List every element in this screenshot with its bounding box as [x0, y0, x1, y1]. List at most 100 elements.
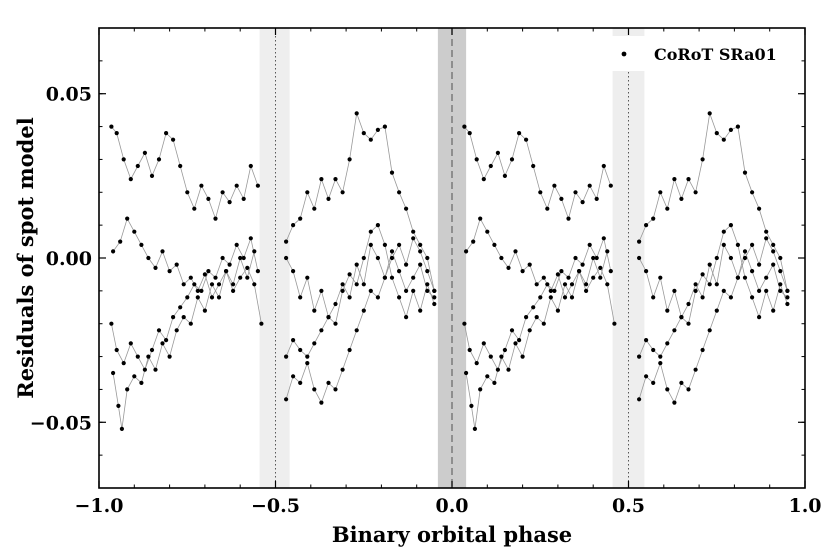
- x-tick-label: 1.0: [788, 495, 821, 517]
- data-point: [651, 380, 656, 385]
- data-point: [594, 255, 599, 261]
- series-segment-line: [285, 113, 435, 291]
- data-point: [584, 288, 589, 293]
- data-point: [524, 315, 529, 320]
- data-point: [658, 354, 663, 359]
- data-point: [591, 275, 596, 280]
- data-point: [397, 295, 402, 300]
- data-point: [707, 262, 712, 267]
- data-point: [340, 288, 345, 293]
- data-point: [464, 249, 469, 254]
- data-point: [109, 321, 114, 326]
- data-point: [347, 157, 352, 162]
- data-point: [312, 206, 317, 211]
- data-point: [785, 288, 790, 293]
- data-point: [298, 216, 303, 221]
- data-point: [750, 190, 755, 195]
- data-point: [111, 370, 116, 376]
- data-point: [566, 216, 571, 221]
- data-point: [425, 255, 430, 261]
- x-tick-label: −1.0: [75, 495, 124, 517]
- data-point: [548, 288, 553, 293]
- data-point: [513, 341, 518, 346]
- data-point: [397, 242, 402, 247]
- data-point: [164, 131, 169, 136]
- data-point: [658, 361, 663, 366]
- y-tick-label: 0.05: [46, 84, 92, 106]
- data-point: [418, 249, 423, 254]
- data-point: [199, 288, 204, 293]
- data-point: [502, 347, 507, 353]
- data-point: [241, 255, 246, 261]
- data-point: [517, 338, 522, 343]
- series-segment-line: [464, 126, 612, 220]
- data-point: [146, 255, 151, 261]
- data-point: [116, 403, 121, 408]
- data-point: [248, 163, 253, 169]
- data-point: [651, 347, 656, 353]
- data-point: [238, 255, 243, 261]
- data-point: [707, 328, 712, 333]
- data-point: [291, 223, 296, 228]
- data-point: [375, 255, 380, 261]
- data-point: [291, 374, 296, 379]
- data-point: [255, 183, 260, 188]
- data-point: [608, 269, 613, 274]
- data-point: [227, 262, 232, 267]
- series-segment-line: [638, 243, 788, 319]
- data-point: [506, 367, 511, 372]
- data-point: [612, 321, 617, 326]
- data-point: [231, 282, 236, 287]
- series-segment-line: [285, 224, 435, 358]
- data-point: [580, 262, 585, 267]
- data-point: [693, 288, 698, 293]
- data-point: [109, 124, 114, 129]
- data-point: [742, 275, 748, 280]
- data-point: [252, 282, 257, 287]
- data-point: [404, 315, 409, 320]
- data-point: [149, 173, 155, 178]
- data-point: [467, 347, 472, 353]
- data-point: [220, 190, 225, 195]
- data-point: [425, 269, 430, 274]
- data-point: [213, 275, 218, 280]
- data-point: [361, 131, 366, 136]
- data-point: [128, 341, 133, 346]
- data-point: [569, 295, 575, 300]
- data-point: [418, 308, 423, 313]
- data-point: [234, 183, 239, 188]
- series-segment-line: [465, 217, 615, 324]
- data-point: [771, 308, 776, 313]
- data-point: [167, 269, 172, 274]
- data-point: [757, 315, 762, 320]
- data-point: [545, 206, 550, 211]
- series-segment-line: [112, 217, 262, 324]
- data-point: [735, 124, 741, 129]
- data-point: [333, 301, 338, 307]
- data-point: [333, 177, 338, 182]
- data-point: [679, 380, 684, 385]
- data-point: [259, 321, 264, 326]
- data-point: [326, 196, 331, 201]
- data-point: [125, 216, 130, 221]
- data-point: [425, 282, 430, 287]
- data-point: [481, 341, 486, 346]
- data-point: [171, 315, 176, 320]
- data-point: [188, 275, 193, 280]
- data-point: [637, 255, 642, 261]
- legend-label: CoRoT SRa01: [654, 45, 777, 64]
- data-point: [404, 262, 409, 267]
- data-point: [171, 137, 176, 142]
- data-point: [418, 242, 423, 247]
- legend-marker: [621, 51, 627, 57]
- data-point: [347, 272, 352, 277]
- data-point: [566, 275, 571, 280]
- y-tick-label: −0.05: [30, 412, 92, 434]
- series-segment-line: [112, 251, 255, 429]
- data-point: [686, 387, 691, 392]
- data-point: [472, 426, 477, 431]
- data-point: [340, 282, 345, 287]
- data-point: [474, 157, 479, 162]
- data-point: [771, 249, 776, 254]
- data-point: [552, 288, 557, 293]
